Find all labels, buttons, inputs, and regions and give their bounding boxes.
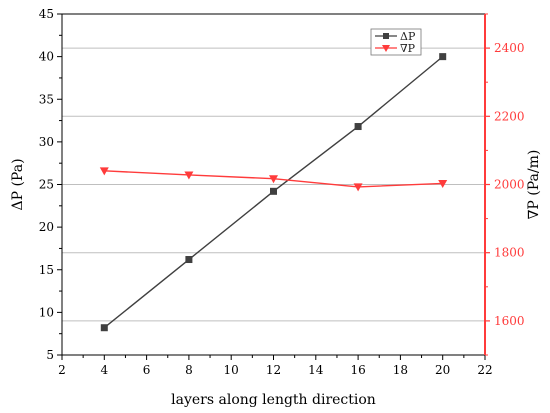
legend-marker-triangle: [382, 45, 390, 52]
data-point-triangle: [184, 171, 194, 180]
y-left-tick-label: 25: [39, 178, 54, 192]
legend-box: [370, 28, 422, 56]
y-left-tick-label: 40: [39, 50, 54, 64]
x-tick-label: 10: [224, 363, 239, 377]
data-point-square: [439, 53, 447, 61]
y-right-tick-label: 2400: [494, 41, 525, 55]
y-right-tick-label: 1800: [494, 246, 525, 260]
grid: [62, 47, 485, 322]
x-tick-label: 6: [143, 363, 151, 377]
legend: ΔP ∇P: [370, 28, 422, 56]
x-tick-label: 20: [435, 363, 450, 377]
axes: 2 4 6 8 10 12 14 16 18 20 22 5 10 15 20 25 30 35 40 45 1600 1…: [39, 7, 525, 377]
data-point-square: [100, 324, 108, 332]
data-point-triangle: [99, 167, 109, 176]
x-tick-label: 18: [393, 363, 408, 377]
y-left-tick-label: 35: [39, 92, 54, 106]
x-tick-label: 14: [308, 363, 324, 377]
y-left-tick-label: 5: [46, 348, 54, 362]
series: [99, 53, 448, 332]
x-tick-label: 22: [477, 363, 492, 377]
legend-marker-square: [383, 33, 389, 39]
data-point-square: [185, 256, 193, 264]
data-point-triangle: [269, 175, 278, 184]
y-left-tick-label: 30: [39, 135, 54, 149]
x-tick-label: 16: [350, 363, 365, 377]
data-point-triangle: [438, 179, 448, 188]
y-left-tick-label: 45: [39, 7, 54, 21]
x-axis-title: layers along length direction: [171, 392, 376, 408]
y-left-tick-label: 10: [39, 305, 54, 319]
x-tick-label: 4: [100, 363, 108, 377]
y-left-tick-label: 20: [39, 220, 54, 234]
y-right-tick-label: 2200: [494, 109, 525, 123]
y-right-tick-label: 2000: [494, 178, 525, 192]
legend-label-delta-p: ΔP: [400, 30, 416, 43]
x-tick-label: 2: [58, 363, 66, 377]
data-point-square: [270, 187, 277, 195]
data-point-square: [354, 123, 362, 131]
data-point-triangle: [353, 183, 363, 192]
y-left-tick-label: 15: [39, 263, 54, 277]
x-tick-label: 12: [266, 363, 281, 377]
y-right-tick-label: 1600: [494, 314, 525, 328]
y-axis-left-title: ΔP (Pa): [10, 158, 26, 210]
legend-label-nabla-p: ∇P: [400, 42, 416, 55]
x-tick-label: 8: [185, 363, 193, 377]
y-axis-right-title: ∇P (Pa/m): [526, 150, 542, 220]
